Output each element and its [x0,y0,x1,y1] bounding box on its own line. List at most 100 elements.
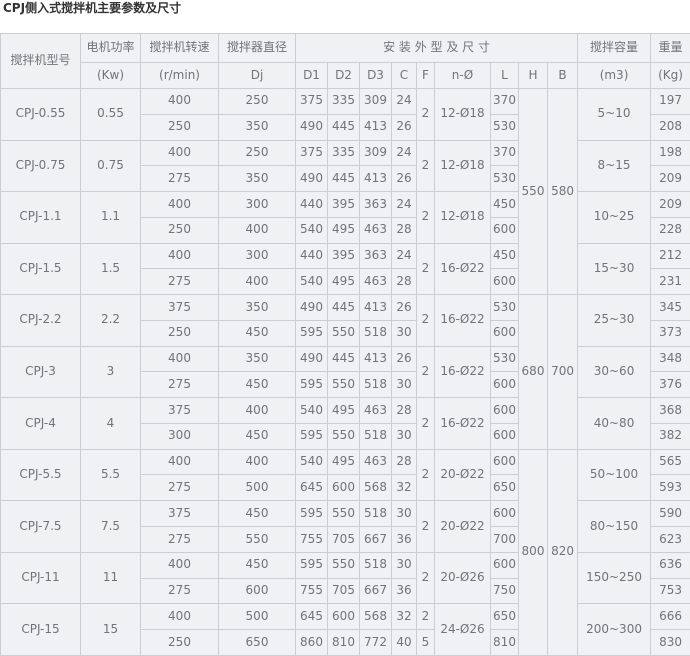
capacity-cell: 150~250 [577,551,652,605]
dj-cell: 350 [218,294,296,321]
d2-cell: 810 [327,629,360,656]
col-header-d3: D3 [359,62,392,89]
speed-cell: 275 [140,268,219,296]
l-cell: 750 [490,577,519,605]
d2-cell: 445 [327,113,360,141]
model-cell: CPJ-2.2 [0,294,81,347]
col-header-b: B [546,62,579,89]
weight-cell: 382 [650,422,690,450]
weight-cell: 368 [650,397,690,424]
d3-cell: 413 [359,165,392,193]
dj-cell: 350 [218,113,296,141]
l-cell: 530 [490,294,519,321]
l-cell: 600 [490,551,519,579]
c-cell: 40 [391,629,417,656]
col-header-power-unit: (Kw) [80,62,141,89]
power-cell: 5.5 [80,448,141,502]
d2-cell: 600 [327,603,360,631]
l-cell: 600 [490,216,519,244]
d3-cell: 772 [359,629,392,656]
d1-cell: 755 [295,577,328,605]
weight-cell: 198 [650,139,690,167]
c-cell: 24 [391,139,417,167]
f-cell: 2 [416,603,435,631]
capacity-cell: 5~10 [577,88,652,141]
l-cell: 600 [490,500,519,528]
dj-cell: 500 [218,603,296,631]
table-row: 275 400 540 495 463 28 600 231 [1,268,690,296]
d2-cell: 445 [327,294,360,321]
d3-cell: 413 [359,345,392,373]
power-cell: 1.1 [80,191,141,244]
col-header-speed-unit: (r/min) [140,62,219,89]
speed-cell: 275 [140,165,219,193]
table-row: CPJ-11 11 400 450 595 550 518 30 2 20-Ø26 600 150~2… [0,551,690,605]
d1-cell: 540 [295,216,328,244]
n-hole-cell: 16-Ø22 [434,242,491,296]
n-hole-cell: 12-Ø18 [434,139,491,193]
d1-cell: 595 [295,319,328,347]
d1-cell: 595 [295,551,328,579]
capacity-cell: 25~30 [577,294,652,347]
f-cell: 2 [416,345,435,399]
model-cell: CPJ-0.55 [0,88,81,141]
l-cell: 370 [490,88,519,115]
table-row: CPJ-1.5 1.5 400 300 440 395 363 24 2 16-Ø22 450 15~… [0,242,690,296]
power-cell: 0.75 [80,139,141,193]
speed-cell: 300 [140,422,219,450]
f-cell: 2 [416,500,435,553]
n-hole-cell: 20-Ø22 [434,500,491,553]
col-header-weight: 重量 [650,33,690,63]
d2-cell: 550 [327,371,360,399]
table-row: 275 600 755 705 667 36 750 753 [1,577,690,605]
d2-cell: 395 [327,242,360,270]
col-header-weight-unit: (Kg) [650,62,690,89]
dj-cell: 450 [218,371,296,399]
table-row: 275 450 595 550 518 30 600 376 [1,371,690,399]
l-cell: 700 [490,526,519,553]
d1-cell: 860 [295,629,328,656]
dj-cell: 600 [218,577,296,605]
weight-cell: 228 [650,216,690,244]
table-row: 275 500 645 600 568 32 650 593 [1,474,690,502]
d1-cell: 490 [295,345,328,373]
d3-cell: 518 [359,371,392,399]
d1-cell: 645 [295,474,328,502]
table-row: CPJ-5.5 5.5 400 400 540 495 463 28 2 20-Ø22 600 800… [0,448,690,656]
power-cell: 0.55 [80,88,141,141]
table-row: 275 350 490 445 413 26 530 209 [1,165,690,193]
col-header-d1: D1 [295,62,328,89]
l-cell: 450 [490,242,519,270]
b-cell: 580 [546,87,579,296]
c-cell: 30 [391,371,417,399]
table-row: 250 650 860 810 772 40 5 810 830 [1,629,690,656]
dj-cell: 450 [218,551,296,579]
c-cell: 28 [391,448,417,476]
c-cell: 26 [391,113,417,141]
power-cell: 3 [80,345,141,399]
weight-cell: 197 [650,88,690,115]
b-cell: 820 [546,448,579,656]
table-row: CPJ-0.75 0.75 400 250 375 335 309 24 2 12-Ø18 370 8… [0,139,690,193]
speed-cell: 400 [140,139,219,167]
l-cell: 600 [490,268,519,296]
weight-cell: 208 [650,113,690,141]
model-cell: CPJ-3 [0,345,81,399]
col-header-impeller: 搅拌器直径 [218,33,296,63]
d2-cell: 335 [327,88,360,115]
model-cell: CPJ-0.75 [0,139,81,193]
speed-cell: 375 [140,294,219,321]
n-hole-cell: 16-Ø22 [434,294,491,347]
c-cell: 30 [391,551,417,579]
l-cell: 530 [490,345,519,373]
speed-cell: 250 [140,629,219,656]
speed-cell: 275 [140,526,219,553]
d3-cell: 667 [359,526,392,553]
l-cell: 370 [490,139,519,167]
capacity-cell: 50~100 [577,448,652,502]
d3-cell: 568 [359,474,392,502]
weight-cell: 212 [650,242,690,270]
d3-cell: 667 [359,577,392,605]
c-cell: 28 [391,397,417,424]
col-header-d2: D2 [327,62,360,89]
